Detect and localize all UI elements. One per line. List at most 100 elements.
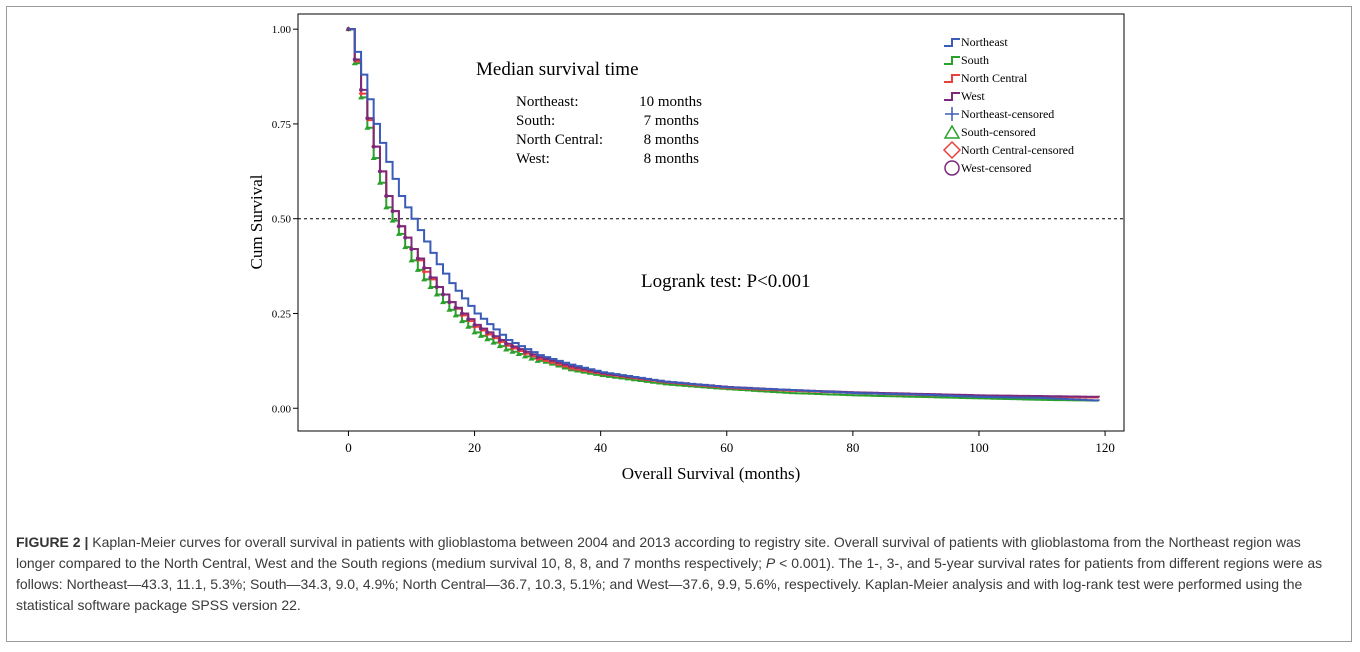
legend-line-swatch [944,74,960,83]
censor-marker [529,352,534,357]
censor-marker [509,348,516,354]
legend: Northeast South North Central West Northeast… [942,35,1074,176]
legend-diamond-marker [942,140,962,160]
caption-text-part-2: < 0.001). The 1-, 3-, and 5-year surviva… [16,555,1323,613]
x-tick-label: 100 [969,440,989,455]
censor-marker [490,339,497,345]
median-row-south-value: 7 months [644,113,700,129]
legend-line-swatch [944,92,960,101]
censor-marker [503,346,510,352]
censor-marker [472,322,477,327]
censor-marker [414,266,421,272]
median-annotation: Median survival time Northeast: 10 month… [476,59,702,167]
legend-item: South-censored [943,124,1036,139]
legend-line-swatch [944,56,960,65]
plot-area [297,13,1125,432]
censor-marker [496,343,503,349]
censor-marker [422,265,427,270]
censor-marker [390,209,395,214]
censor-marker [427,283,434,289]
y-tick-label: 0.75 [272,119,292,131]
legend-circle-marker [944,160,960,176]
figure-caption: FIGURE 2 | Kaplan-Meier curves for overa… [16,532,1342,616]
censor-marker [458,318,465,324]
censor-marker [377,169,382,174]
legend-label: West [961,89,985,103]
censor-marker [447,300,452,305]
median-row-north-central-value: 8 months [644,132,700,148]
censor-marker [383,204,390,210]
survival-curves [345,26,1100,402]
median-row-south-region: South: [516,113,555,129]
caption-separator: | [84,534,89,550]
legend-item: North Central [944,71,1028,85]
censor-marker [408,257,415,263]
censor-marker [441,292,446,297]
legend-item: West [944,89,985,103]
legend-label: North Central [961,71,1028,85]
legend-item: Northeast [944,35,1008,49]
censor-marker [478,326,483,331]
censor-marker [358,94,365,100]
y-tick-label: 1.00 [272,24,292,36]
x-tick-label: 80 [846,440,859,455]
censor-marker [415,256,420,261]
censor-marker [516,347,521,352]
kaplan-meier-chart: 0 20 40 60 80 100 120 0.00 0.25 0.50 0.75 1.00 Over… [247,13,1125,483]
x-tick-label: 40 [594,440,607,455]
x-tick-label: 20 [468,440,481,455]
censor-marker [421,269,427,275]
legend-label: West-censored [961,161,1031,175]
censor-marker [466,317,471,322]
legend-item: Northeast-censored [945,107,1054,121]
legend-item: West-censored [944,160,1031,176]
censor-marker [365,116,370,121]
censor-marker [485,330,490,335]
censor-marker [515,351,522,357]
censor-marker [371,144,376,149]
figure-label: FIGURE 2 [16,534,81,550]
censor-marker [351,60,358,66]
censor-marker [465,323,472,329]
censor-marker [359,87,364,92]
curve-northeast [348,28,1100,402]
censor-marker [403,235,408,240]
legend-triangle-marker [943,124,961,139]
censor-marker [376,179,383,185]
x-tick-label: 60 [720,440,733,455]
censor-marker [395,230,402,236]
legend-item: North Central-censored [942,140,1074,160]
median-row-north-central-region: North Central: [516,132,603,148]
median-row-northeast-value: 10 months [639,94,702,110]
x-tick-label: 0 [345,440,352,455]
censor-marker [428,275,433,280]
censor-marker [396,224,401,229]
logrank-annotation: Logrank test: P<0.001 [641,271,811,292]
censor-marker [402,244,409,250]
censor-marker [358,91,364,97]
censor-marker [497,338,502,343]
legend-item: South [944,53,989,67]
censor-marker [484,336,491,342]
y-tick-label: 0.25 [272,308,292,320]
censor-marker [471,329,478,335]
median-title: Median survival time [476,59,639,80]
figure-frame [6,6,1352,642]
censor-marker [477,332,484,338]
legend-plus-marker [945,107,959,121]
censor-marker [491,334,496,339]
median-row-west-value: 8 months [644,151,700,167]
legend-label: South-censored [961,125,1036,139]
censor-marker [446,306,453,312]
censor-marker [440,299,447,305]
censor-marker [389,217,396,223]
censor-marker [370,155,377,161]
caption-text-part-1: Kaplan-Meier curves for overall survival… [16,534,1301,571]
x-axis-label: Overall Survival (months) [622,464,800,483]
censor-marker [504,341,509,346]
y-tick-label: 0.00 [272,403,292,415]
y-axis-label: Cum Survival [247,174,266,269]
legend-line-swatch [944,38,960,47]
censor-marker [409,247,414,252]
axes: 0 20 40 60 80 100 120 0.00 0.25 0.50 0.75 1.00 [272,24,1115,455]
